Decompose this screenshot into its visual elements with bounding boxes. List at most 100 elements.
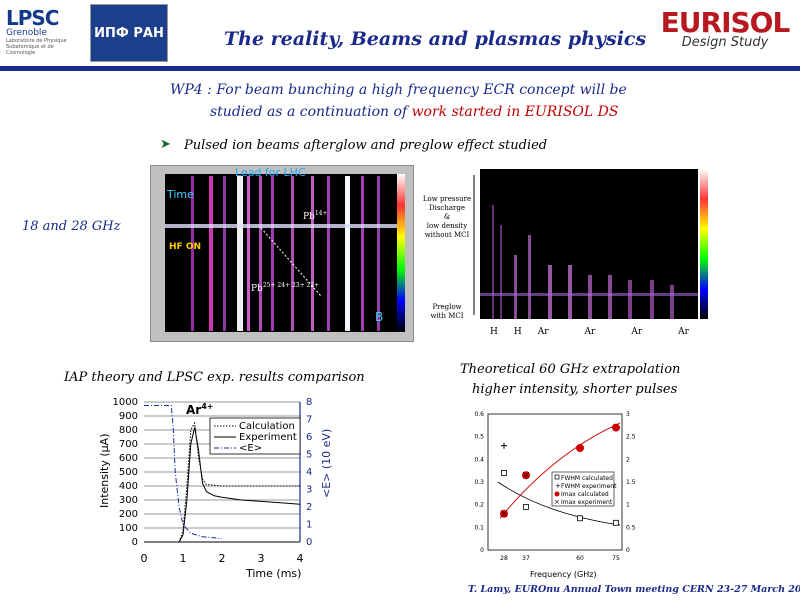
left-x-tick: 4 xyxy=(297,552,304,565)
right-x-tick: 60 xyxy=(576,555,584,562)
right-y2-tick: 0 xyxy=(626,547,630,554)
bottom-label-1: H xyxy=(490,327,498,337)
left-y-tick: 800 xyxy=(119,425,138,436)
left-chart-ion-charge: 4+ xyxy=(201,402,213,411)
left-chart-series xyxy=(144,405,301,543)
bottom-label-6: Ar xyxy=(678,327,689,337)
fwhm-calculated-point xyxy=(523,504,529,510)
spectral-lines xyxy=(165,176,397,331)
right-spectrum: Low pressure Discharge & low density wit… xyxy=(418,165,714,345)
right-chart-axes: 0 0.1 0.2 0.3 0.4 0.5 0.6 0 0.5 1 1.5 2 2.5 3 28 37 60 75 xyxy=(474,411,635,562)
left-spectrum: Lead for LHC Time HF ON Pb14+ Pb25+ 24+ … xyxy=(150,165,414,342)
left-y2-tick: 6 xyxy=(306,432,312,443)
right-y2-tick: 1 xyxy=(626,502,630,509)
bottom-label-4: Ar xyxy=(584,327,596,337)
right-spectrum-svg xyxy=(473,169,708,319)
fwhm-calculated-point xyxy=(613,519,619,526)
lpsc-logo: LPSC Grenoble Laboratoire de Physique Su… xyxy=(6,6,84,58)
low-pressure-line-4: low density xyxy=(426,222,468,230)
lpsc-logo-text: LPSC xyxy=(6,6,59,30)
footer-text: T. Lamy, EUROnu Annual Town meeting CERN… xyxy=(468,584,800,595)
bullet-arrow-icon: ➤ xyxy=(160,137,171,152)
left-y-tick: 200 xyxy=(119,509,138,520)
imax-fit-curve xyxy=(499,422,621,519)
intro-line-2-b: work started in EURISOL DS xyxy=(411,104,619,120)
left-chart-xlabel: Time (ms) xyxy=(245,567,301,580)
right-y-tick: 0 xyxy=(480,547,484,554)
left-chart-ylabel: Intensity (μA) xyxy=(98,434,111,508)
page-title: The reality, Beams and plasmas physics xyxy=(224,28,647,50)
left-chart-ion-element: Ar xyxy=(186,403,201,417)
right-x-tick: 28 xyxy=(500,555,508,562)
right-chart: 0 0.1 0.2 0.3 0.4 0.5 0.6 0 0.5 1 1.5 2 2.5 3 28 37 60 75… xyxy=(454,404,654,580)
hf-on-label: HF ON xyxy=(169,242,201,252)
eurisol-logo: EURISOL Design Study xyxy=(660,6,791,62)
low-pressure-line-5: without MCI xyxy=(424,231,470,239)
left-series-1-line xyxy=(178,421,300,543)
bullet-text: Pulsed ion beams afterglow and preglow e… xyxy=(184,138,548,153)
low-pressure-label: Low pressure Discharge & low density wit… xyxy=(418,195,476,240)
right-y2-tick: 1.5 xyxy=(626,479,636,486)
fwhm-fit-curve xyxy=(497,481,621,526)
bottom-label-3: Ar xyxy=(537,327,549,337)
left-chart-ion-label: Ar4+ xyxy=(186,402,214,417)
intro-line-2: studied as a continuation of work starte… xyxy=(210,104,618,120)
iap-logo-text: ИПФ РАН xyxy=(94,25,164,41)
left-y2-tick: 2 xyxy=(306,502,312,513)
fwhm-calculated-point xyxy=(501,470,507,476)
left-y-tick: 0 xyxy=(132,537,138,548)
imax-experiment-point-b xyxy=(500,510,508,518)
header-divider xyxy=(0,66,800,71)
left-chart-axes: 0 100 200 300 400 500 600 700 800 900 1000 0 1 2 3 4 5 6 7… xyxy=(113,397,313,565)
legend-imax-calc: Imax calculated xyxy=(561,491,609,498)
svg-text:×: × xyxy=(554,498,560,506)
right-plot-frame xyxy=(487,413,623,551)
lpsc-logo-line-2: Subatomique et de Cosmologie xyxy=(6,44,54,56)
left-x-tick: 2 xyxy=(219,552,226,565)
pb-group-label: Pb25+ 24+ 23+ 22+ xyxy=(251,282,319,294)
left-y-tick: 300 xyxy=(119,495,138,506)
right-chart-caption-1: Theoretical 60 GHz extrapolation xyxy=(460,362,681,377)
lead-label: Lead for LHC xyxy=(235,166,306,179)
pb14-label: Pb14+ xyxy=(303,210,328,222)
left-y-tick: 100 xyxy=(119,523,138,534)
preglow-line-2: with MCI xyxy=(430,312,464,320)
right-y-tick: 0.6 xyxy=(474,411,484,418)
imax-experiment-point-b xyxy=(522,471,530,479)
intro-line-2-a: studied as a continuation of xyxy=(210,104,412,120)
legend-fwhm-exp: FWHM experiment xyxy=(561,483,617,490)
right-y2-tick: 2 xyxy=(626,456,630,463)
right-chart-caption-2: higher intensity, shorter pulses xyxy=(472,382,678,397)
left-y-tick: 900 xyxy=(119,411,138,422)
preglow-line-1: Preglow xyxy=(432,303,462,311)
right-x-tick: 75 xyxy=(612,555,620,562)
pb-group-element: Pb xyxy=(251,284,263,294)
left-series-3-line xyxy=(144,405,223,539)
lpsc-logo-line-1: Laboratoire de Physique xyxy=(6,38,67,44)
right-x-tick: 37 xyxy=(522,555,530,562)
left-chart-caption: IAP theory and LPSC exp. results compari… xyxy=(64,370,365,385)
iap-logo: ИПФ РАН xyxy=(90,4,168,62)
left-y2-tick: 7 xyxy=(306,415,312,426)
pb-group-charges: 25+ 24+ 23+ 22+ xyxy=(262,282,320,289)
imax-calculated-point xyxy=(612,423,620,432)
left-y2-tick: 8 xyxy=(306,397,312,408)
imax-calculated-point xyxy=(576,444,584,452)
right-y-tick: 0.1 xyxy=(474,524,484,531)
right-bottom-labels: H H Ar Ar Ar Ar xyxy=(490,327,710,337)
preglow-label: Preglow with MCI xyxy=(418,303,476,321)
left-y-tick: 700 xyxy=(119,439,138,450)
left-y-tick: 1000 xyxy=(113,397,138,408)
right-chart-xlabel: Frequency (GHz) xyxy=(530,570,597,579)
b-label: B xyxy=(375,310,384,324)
right-chart-legend: FWHM calculated + FWHM experiment Imax c… xyxy=(551,471,617,507)
left-x-tick: 3 xyxy=(258,552,265,565)
right-y2-tick: 3 xyxy=(626,411,630,418)
left-x-tick: 0 xyxy=(141,552,148,565)
legend-energy: <E> xyxy=(239,443,262,454)
left-series-2-line xyxy=(178,427,301,543)
lpsc-logo-sub: Grenoble xyxy=(6,28,47,38)
bottom-label-2: H xyxy=(513,327,522,337)
freq-label: 18 and 28 GHz xyxy=(22,219,121,234)
left-y2-tick: 4 xyxy=(306,467,312,478)
